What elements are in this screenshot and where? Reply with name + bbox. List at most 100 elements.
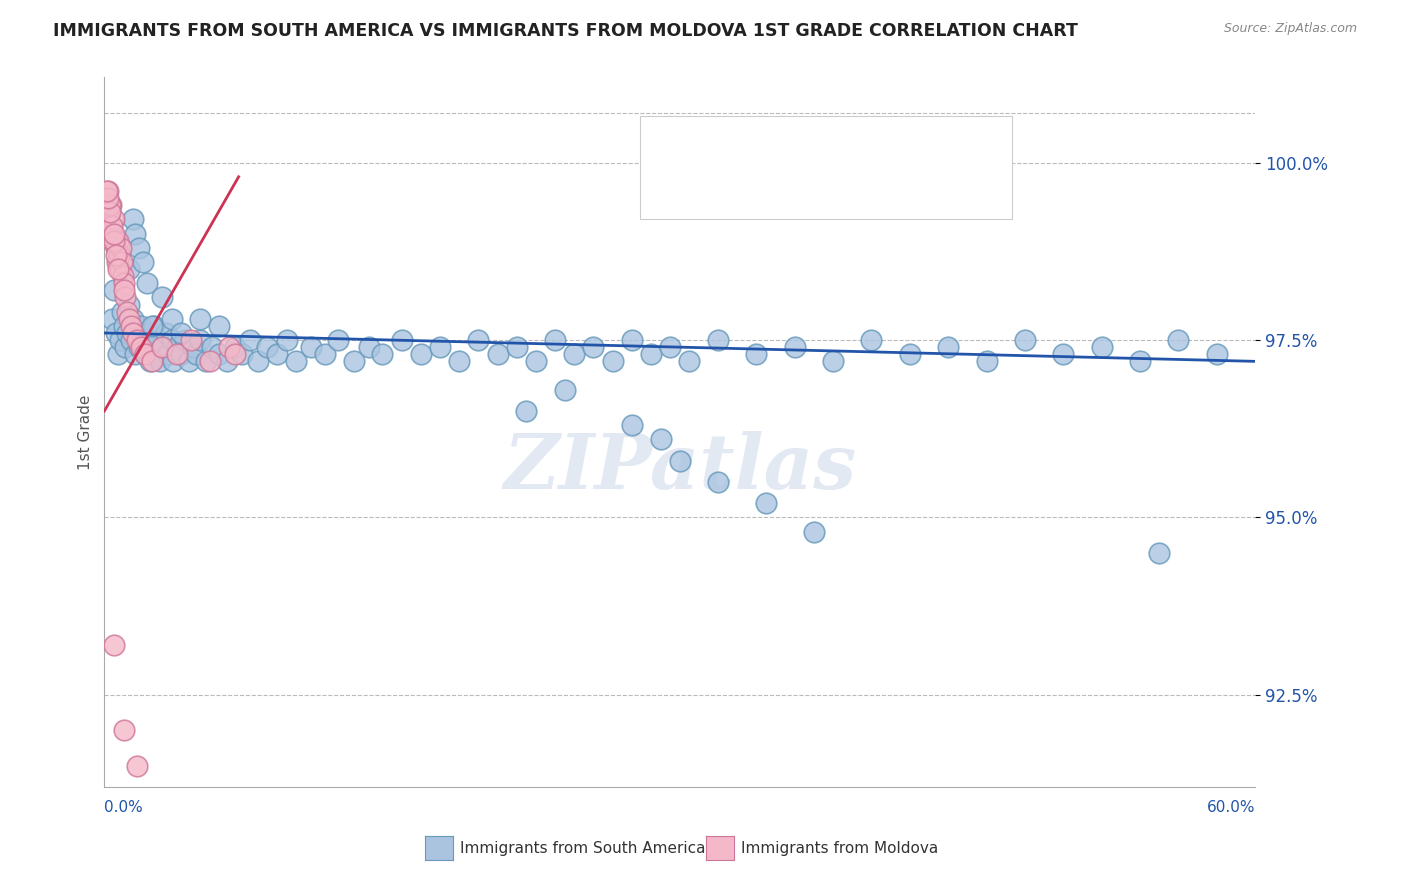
Point — [166, 347, 188, 361]
Point — [936, 340, 959, 354]
Point — [124, 227, 146, 241]
Point — [112, 277, 135, 291]
Point — [104, 326, 127, 340]
Point — [582, 340, 605, 354]
Text: IMMIGRANTS FROM SOUTH AMERICA VS IMMIGRANTS FROM MOLDOVA 1ST GRADE CORRELATION C: IMMIGRANTS FROM SOUTH AMERICA VS IMMIGRA… — [53, 22, 1078, 40]
Y-axis label: 1st Grade: 1st Grade — [79, 394, 93, 470]
Point — [100, 198, 122, 212]
Point — [898, 347, 921, 361]
Point — [188, 333, 211, 347]
Point — [285, 354, 308, 368]
Point — [755, 496, 778, 510]
Text: -0.023: -0.023 — [741, 138, 796, 153]
Point — [156, 347, 179, 361]
Point — [650, 433, 672, 447]
Point — [170, 347, 193, 361]
Point — [231, 347, 253, 361]
Point — [103, 212, 125, 227]
Point — [129, 340, 152, 354]
Point — [139, 354, 162, 368]
Point — [98, 205, 121, 219]
Point — [620, 418, 643, 433]
Point — [141, 354, 163, 368]
Point — [112, 284, 135, 298]
Point — [103, 227, 125, 241]
Point — [132, 255, 155, 269]
Point — [118, 262, 141, 277]
Point — [117, 304, 139, 318]
Point — [409, 347, 432, 361]
Point — [177, 354, 200, 368]
Point — [141, 333, 163, 347]
Point — [125, 326, 148, 340]
Point — [803, 524, 825, 539]
Text: N =: N = — [844, 181, 873, 195]
Point — [668, 453, 690, 467]
Point — [107, 347, 129, 361]
Point — [138, 340, 160, 354]
Point — [1014, 333, 1036, 347]
Point — [101, 227, 124, 241]
Point — [174, 333, 197, 347]
Point — [562, 347, 585, 361]
Point — [118, 311, 141, 326]
Point — [195, 354, 218, 368]
Text: 43: 43 — [897, 181, 918, 195]
Point — [707, 333, 730, 347]
Point — [1147, 546, 1170, 560]
Point — [1205, 347, 1227, 361]
Point — [98, 198, 121, 212]
Point — [162, 354, 184, 368]
Point — [170, 326, 193, 340]
Point — [117, 326, 139, 340]
Point — [449, 354, 471, 368]
Point — [112, 723, 135, 738]
Point — [105, 255, 128, 269]
Point — [208, 318, 231, 333]
Text: Source: ZipAtlas.com: Source: ZipAtlas.com — [1223, 22, 1357, 36]
Point — [107, 248, 129, 262]
Point — [1167, 333, 1189, 347]
Point — [391, 333, 413, 347]
Point — [602, 354, 624, 368]
Point — [659, 340, 682, 354]
Text: 107: 107 — [897, 138, 929, 153]
Point — [110, 241, 132, 255]
Point — [166, 340, 188, 354]
Point — [101, 219, 124, 234]
Point — [467, 333, 489, 347]
Point — [301, 340, 323, 354]
Point — [328, 333, 350, 347]
Point — [120, 318, 142, 333]
Point — [98, 219, 121, 234]
Point — [128, 340, 150, 354]
Point — [97, 212, 120, 227]
Point — [125, 333, 148, 347]
Point — [135, 326, 157, 340]
Point — [101, 311, 124, 326]
Point — [134, 347, 156, 361]
Point — [104, 248, 127, 262]
Point — [108, 262, 131, 277]
Point — [107, 262, 129, 277]
Text: 0.283: 0.283 — [741, 181, 789, 195]
Point — [314, 347, 336, 361]
Point — [96, 184, 118, 198]
Point — [783, 340, 806, 354]
Point — [103, 638, 125, 652]
Point — [146, 333, 169, 347]
Point — [155, 326, 177, 340]
Point — [98, 205, 121, 219]
Point — [357, 340, 380, 354]
Point — [505, 340, 527, 354]
Point — [180, 333, 202, 347]
Text: R =: R = — [689, 181, 717, 195]
Point — [218, 340, 240, 354]
Point — [224, 347, 246, 361]
Point — [122, 311, 145, 326]
Point — [114, 340, 136, 354]
Point — [707, 475, 730, 489]
Point — [122, 326, 145, 340]
Point — [160, 311, 183, 326]
Point — [266, 347, 288, 361]
